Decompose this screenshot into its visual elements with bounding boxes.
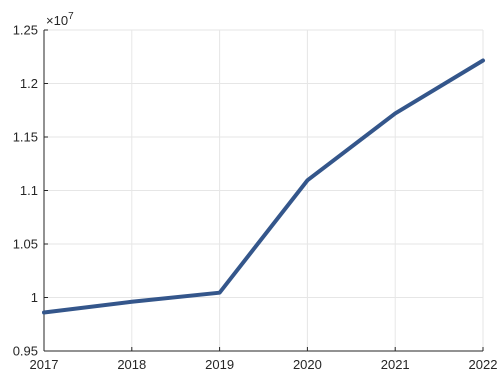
y-tick-label: 1.2 (20, 76, 38, 91)
series-line (42, 58, 485, 315)
y-tick-label: 1.05 (13, 237, 38, 252)
x-tick-label: 2018 (117, 357, 146, 372)
x-tick-label: 2022 (469, 357, 498, 372)
y-tick-label: 1.1 (20, 183, 38, 198)
y-tick-label: 1 (31, 290, 38, 305)
x-tick-label: 2020 (293, 357, 322, 372)
y-exponent-base: ×10 (46, 13, 68, 28)
series-layer (42, 58, 485, 315)
x-tick-label: 2017 (30, 357, 59, 372)
tick-layer: 2017 2018 2019 2020 2021 2022 0.95 1 1.05 1.1 1.15… (13, 23, 498, 373)
x-tick-label: 2021 (381, 357, 410, 372)
grid-layer (43, 29, 484, 352)
x-tick-label: 2019 (205, 357, 234, 372)
y-tick-label: 0.95 (13, 344, 38, 359)
y-exponent-power: 7 (68, 11, 74, 22)
y-tick-label: 1.15 (13, 130, 38, 145)
y-axis-exponent-label: ×107 (46, 11, 74, 28)
y-tick-label: 1.25 (13, 23, 38, 38)
